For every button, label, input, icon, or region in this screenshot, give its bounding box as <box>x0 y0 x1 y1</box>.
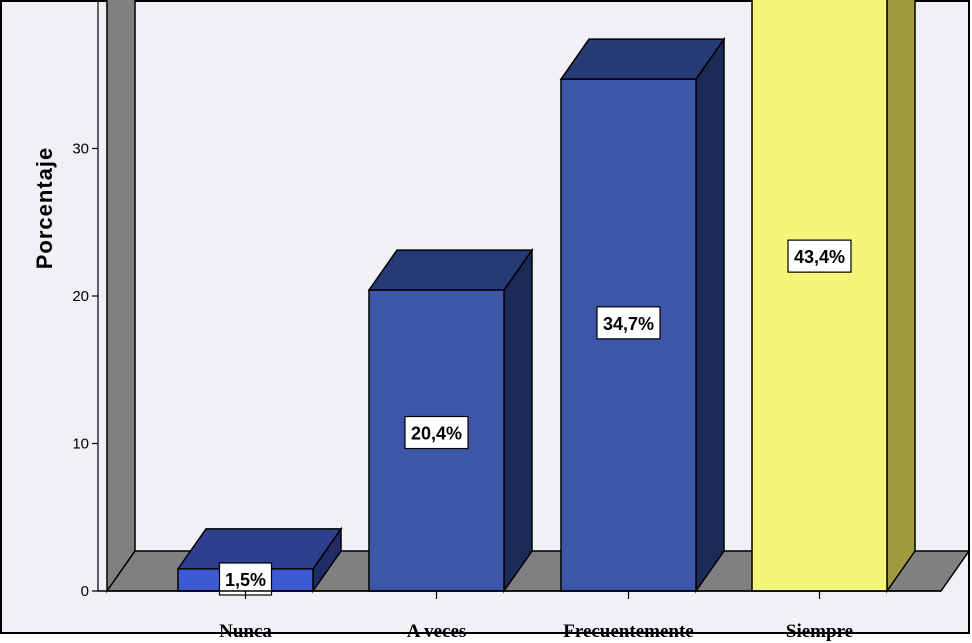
side-wall <box>106 0 136 594</box>
y-tick-label: 30 <box>72 141 89 158</box>
data-label-box <box>404 415 469 450</box>
bar-side <box>886 0 916 594</box>
data-label: 43,4% <box>794 247 845 267</box>
bar-top <box>559 38 726 80</box>
bar-group: 34,7% <box>559 36 726 594</box>
bar-group: 1,5% <box>176 526 343 596</box>
bar-top <box>367 249 534 291</box>
y-tick-label: 0 <box>81 583 89 600</box>
data-label: 20,4% <box>411 424 462 444</box>
x-tick-label: A veces <box>407 621 467 642</box>
bar-group: 43,4% <box>751 0 916 594</box>
bar <box>751 0 888 592</box>
x-tick-label: Frecuentemente <box>563 621 693 642</box>
data-label-box <box>218 562 273 596</box>
bar-side <box>695 36 725 594</box>
y-axis-title: Porcentaje <box>32 147 57 270</box>
data-label-box <box>596 306 661 340</box>
y-tick-label: 20 <box>72 288 89 305</box>
bar-side <box>503 247 533 594</box>
data-label: 1,5% <box>225 570 266 590</box>
x-tick-label: Nunca <box>219 621 272 642</box>
y-tick-label: 10 <box>72 436 89 453</box>
data-label: 34,7% <box>603 314 654 334</box>
data-label-box <box>787 239 852 273</box>
bar-group: 20,4% <box>367 247 534 594</box>
x-tick-label: Siempre <box>786 621 853 642</box>
